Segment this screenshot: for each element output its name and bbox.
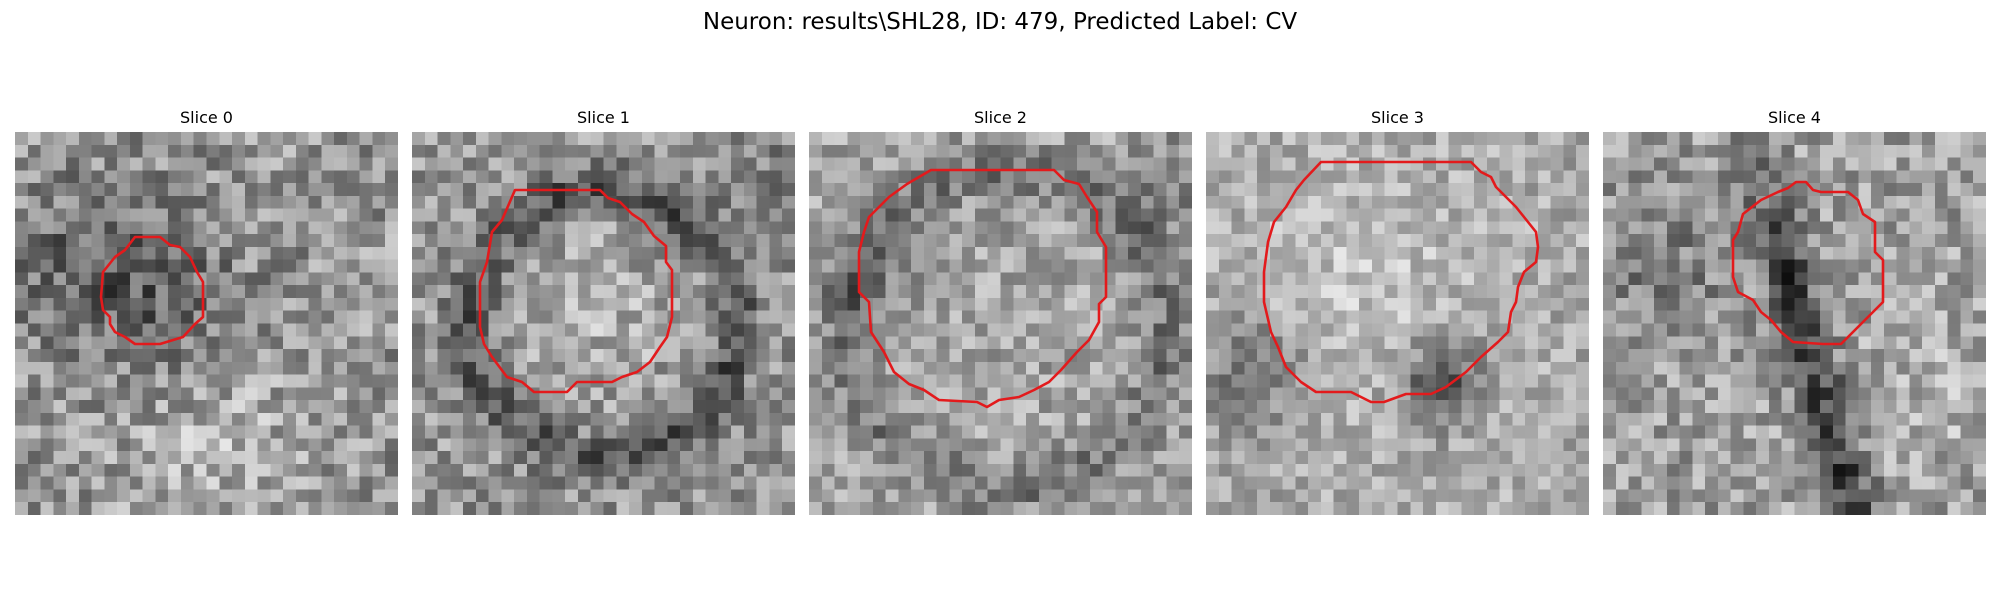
- slice-image: [412, 132, 795, 515]
- slice-image: [1603, 132, 1986, 515]
- contour-outline: [99, 235, 205, 346]
- slice-panel-4: Slice 4: [1603, 108, 1986, 515]
- neuron-contour: [478, 188, 674, 394]
- neuron-contour: [1731, 180, 1885, 346]
- slice-title: Slice 1: [577, 108, 630, 127]
- slice-image: [15, 132, 398, 515]
- slice-image-frame: [15, 132, 398, 515]
- contour-outline: [1262, 160, 1540, 404]
- contour-outline: [1731, 180, 1885, 346]
- slice-image-frame: [1603, 132, 1986, 515]
- neuron-contour: [99, 235, 205, 346]
- neuron-contour: [1262, 160, 1540, 404]
- slice-panel-0: Slice 0: [15, 108, 398, 515]
- slice-image-frame: [1206, 132, 1589, 515]
- neuron-contour: [857, 168, 1108, 409]
- slice-panel-1: Slice 1: [412, 108, 795, 515]
- slice-title: Slice 4: [1768, 108, 1821, 127]
- slice-title: Slice 0: [180, 108, 233, 127]
- slice-image-frame: [412, 132, 795, 515]
- slice-panel-3: Slice 3: [1206, 108, 1589, 515]
- slice-panel-2: Slice 2: [809, 108, 1192, 515]
- slice-title: Slice 2: [974, 108, 1027, 127]
- figure-title: Neuron: results\SHL28, ID: 479, Predicte…: [702, 9, 1298, 35]
- contour-outline: [857, 168, 1108, 409]
- slice-image-frame: [809, 132, 1192, 515]
- contour-outline: [478, 188, 674, 394]
- slice-image: [809, 132, 1192, 515]
- slice-title: Slice 3: [1371, 108, 1424, 127]
